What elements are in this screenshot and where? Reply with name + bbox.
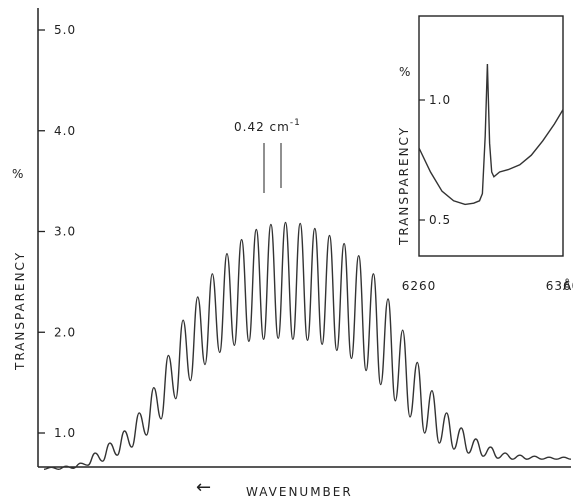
- inset-frame: [418, 15, 564, 257]
- main-y-axis-title: TRANSPARENCY: [13, 251, 27, 371]
- inset-y-tick-label: 1.0: [429, 93, 451, 107]
- inset-x-unit: Å: [563, 278, 572, 293]
- main-y-tick-label: 2.0: [54, 325, 76, 339]
- main-x-axis-arrow: ←: [196, 477, 211, 498]
- inset-chart: 0.5 1.0 6260 6360 % TRANSPARENCY Å: [397, 15, 573, 293]
- spacing-annotation: 0.42 cm-1: [234, 118, 301, 193]
- inset-y-unit: %: [399, 65, 411, 79]
- main-y-tick-label: 3.0: [54, 225, 76, 239]
- main-y-tick-label: 5.0: [54, 23, 76, 37]
- spacing-annotation-superscript: -1: [290, 118, 301, 128]
- inset-series-line: [418, 63, 564, 206]
- inset-y-tick-label: 0.5: [429, 213, 451, 227]
- main-y-tick-label: 4.0: [54, 124, 76, 138]
- inset-y-axis-title: TRANSPARENCY: [397, 126, 411, 246]
- main-y-unit: %: [12, 167, 24, 181]
- main-y-tick-label: 1.0: [54, 426, 76, 440]
- main-series-line: [43, 221, 572, 471]
- inset-x-tick-label: 6360: [546, 279, 573, 293]
- main-chart: 1.0 2.0 3.0 4.0 5.0 % TRANSPARENCY ← WAVENUM…: [12, 8, 572, 499]
- main-x-axis-title: WAVENUMBER: [246, 485, 353, 499]
- spacing-annotation-label: 0.42 cm: [234, 120, 290, 134]
- inset-x-tick-label: 6260: [402, 279, 437, 293]
- svg-text:0.42 cm-1: 0.42 cm-1: [234, 118, 301, 134]
